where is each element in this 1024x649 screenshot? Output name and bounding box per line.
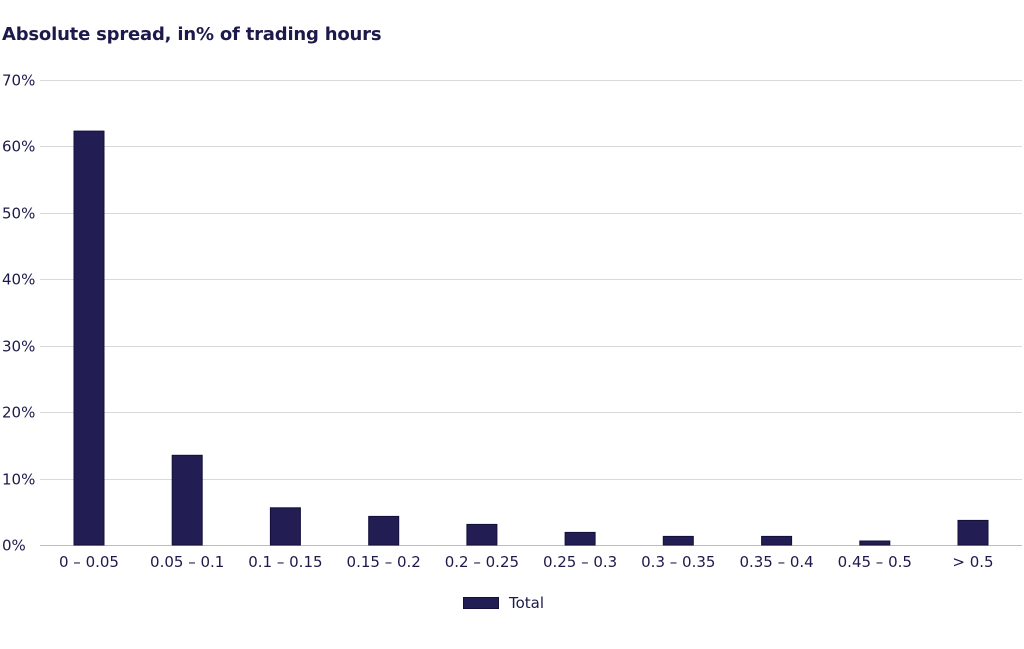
bar — [171, 454, 203, 546]
bar — [73, 130, 105, 546]
legend: Total — [463, 594, 544, 612]
x-tick-label: 0.25 – 0.3 — [543, 553, 617, 571]
x-tick-label: 0 – 0.05 — [59, 553, 119, 571]
bar — [957, 519, 989, 546]
bar — [466, 523, 498, 546]
y-tick-label: 0% — [2, 537, 26, 555]
y-tick-label: 60% — [2, 138, 35, 156]
x-tick-label: 0.35 – 0.4 — [739, 553, 813, 571]
legend-swatch-total — [463, 597, 499, 609]
legend-label-total: Total — [509, 594, 545, 612]
bar — [564, 531, 596, 546]
x-tick-label: 0.15 – 0.2 — [347, 553, 421, 571]
bar — [859, 540, 891, 546]
y-tick-label: 50% — [2, 205, 35, 223]
y-tick-label: 10% — [2, 471, 35, 489]
bar — [662, 535, 694, 546]
y-tick-label: 40% — [2, 271, 35, 289]
x-tick-label: 0.05 – 0.1 — [150, 553, 224, 571]
bar — [761, 535, 793, 546]
chart-title: Absolute spread, in% of trading hours — [2, 24, 382, 45]
y-tick-label: 20% — [2, 404, 35, 422]
y-tick-label: 70% — [2, 72, 35, 90]
x-tick-label: 0.1 – 0.15 — [248, 553, 322, 571]
gridlines — [40, 80, 1022, 546]
y-axis-tick-labels: 0% 10% 20% 30% 40% 50% 60% 70% — [2, 72, 35, 555]
x-axis-tick-labels: 0 – 0.05 0.05 – 0.1 0.1 – 0.15 0.15 – 0.2 0.… — [59, 553, 994, 571]
bars — [73, 130, 989, 546]
y-tick-label: 30% — [2, 338, 35, 356]
bar — [269, 507, 301, 546]
x-tick-label: > 0.5 — [952, 553, 993, 571]
bar — [368, 515, 400, 546]
x-tick-label: 0.45 – 0.5 — [838, 553, 912, 571]
x-tick-label: 0.2 – 0.25 — [445, 553, 519, 571]
x-tick-label: 0.3 – 0.35 — [641, 553, 715, 571]
